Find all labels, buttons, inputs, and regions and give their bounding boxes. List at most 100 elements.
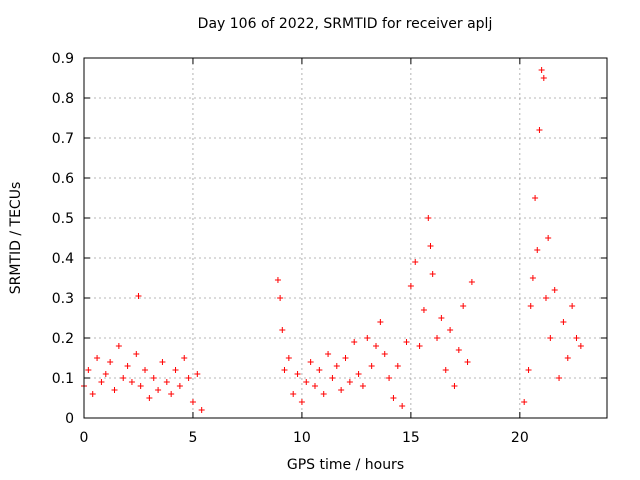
data-point	[399, 403, 406, 409]
data-point	[540, 75, 547, 81]
x-tick-label: 5	[188, 430, 197, 446]
data-point	[320, 391, 327, 397]
data-point	[545, 235, 552, 241]
data-point	[527, 303, 534, 309]
data-point	[329, 375, 336, 381]
data-point	[355, 371, 362, 377]
data-point	[198, 407, 205, 413]
data-point	[351, 339, 358, 345]
data-point	[536, 127, 543, 133]
chart-title: Day 106 of 2022, SRMTID for receiver apl…	[197, 16, 493, 32]
data-point	[560, 319, 567, 325]
data-point	[381, 351, 388, 357]
data-point	[325, 351, 332, 357]
data-point	[298, 399, 305, 405]
data-point	[189, 399, 196, 405]
data-point	[569, 303, 576, 309]
data-point	[133, 351, 140, 357]
data-point	[346, 379, 353, 385]
data-point	[155, 387, 162, 393]
data-point	[102, 371, 109, 377]
data-point	[285, 355, 292, 361]
data-point	[163, 379, 170, 385]
data-point	[451, 383, 458, 389]
data-point	[529, 275, 536, 281]
data-point	[532, 195, 539, 201]
data-point	[425, 215, 432, 221]
data-point	[279, 327, 286, 333]
data-point	[538, 67, 545, 73]
x-tick-label: 0	[80, 430, 89, 446]
data-point	[185, 375, 192, 381]
y-tick-label: 0.1	[52, 371, 74, 387]
data-point	[420, 307, 427, 313]
x-axis-label: GPS time / hours	[286, 457, 405, 473]
data-point	[390, 395, 397, 401]
data-point	[364, 335, 371, 341]
data-point	[542, 295, 549, 301]
data-point	[85, 367, 92, 373]
data-point	[181, 355, 188, 361]
y-tick-label: 0.2	[52, 331, 74, 347]
data-point	[290, 391, 297, 397]
data-point	[294, 371, 301, 377]
data-point	[468, 279, 475, 285]
data-point	[377, 319, 384, 325]
data-point	[303, 379, 310, 385]
data-point	[455, 347, 462, 353]
data-point	[159, 359, 166, 365]
data-point	[128, 379, 135, 385]
data-point	[89, 391, 96, 397]
data-points	[81, 67, 584, 413]
data-point	[573, 335, 580, 341]
data-point	[115, 343, 122, 349]
grid-layer	[84, 58, 607, 418]
data-point	[338, 387, 345, 393]
data-point	[394, 363, 401, 369]
data-point	[551, 287, 558, 293]
y-tick-label: 0.5	[52, 211, 74, 227]
data-point	[168, 391, 175, 397]
data-point	[438, 315, 445, 321]
data-point	[442, 367, 449, 373]
x-tick-label: 15	[402, 430, 420, 446]
data-point	[386, 375, 393, 381]
data-point	[316, 367, 323, 373]
data-point	[460, 303, 467, 309]
data-point	[98, 379, 105, 385]
data-point	[547, 335, 554, 341]
data-point	[311, 383, 318, 389]
data-point	[111, 387, 118, 393]
data-point	[521, 399, 528, 405]
data-point	[107, 359, 114, 365]
data-point	[464, 359, 471, 365]
y-tick-label: 0.4	[52, 251, 74, 267]
data-point	[150, 375, 157, 381]
y-tick-label: 0.8	[52, 91, 74, 107]
data-point	[577, 343, 584, 349]
data-point	[556, 375, 563, 381]
data-point	[403, 339, 410, 345]
data-point	[429, 271, 436, 277]
data-point	[359, 383, 366, 389]
y-tick-label: 0.9	[52, 51, 74, 67]
data-point	[427, 243, 434, 249]
data-point	[447, 327, 454, 333]
data-point	[137, 383, 144, 389]
data-point	[120, 375, 127, 381]
x-tick-label: 20	[511, 430, 529, 446]
data-point	[172, 367, 179, 373]
data-point	[534, 247, 541, 253]
data-point	[135, 293, 142, 299]
data-point	[368, 363, 375, 369]
data-point	[277, 295, 284, 301]
data-point	[281, 367, 288, 373]
data-point	[412, 259, 419, 265]
y-tick-label: 0.7	[52, 131, 74, 147]
data-point	[142, 367, 149, 373]
data-point	[307, 359, 314, 365]
y-tick-label: 0.6	[52, 171, 74, 187]
data-point	[407, 283, 414, 289]
data-point	[94, 355, 101, 361]
data-point	[146, 395, 153, 401]
